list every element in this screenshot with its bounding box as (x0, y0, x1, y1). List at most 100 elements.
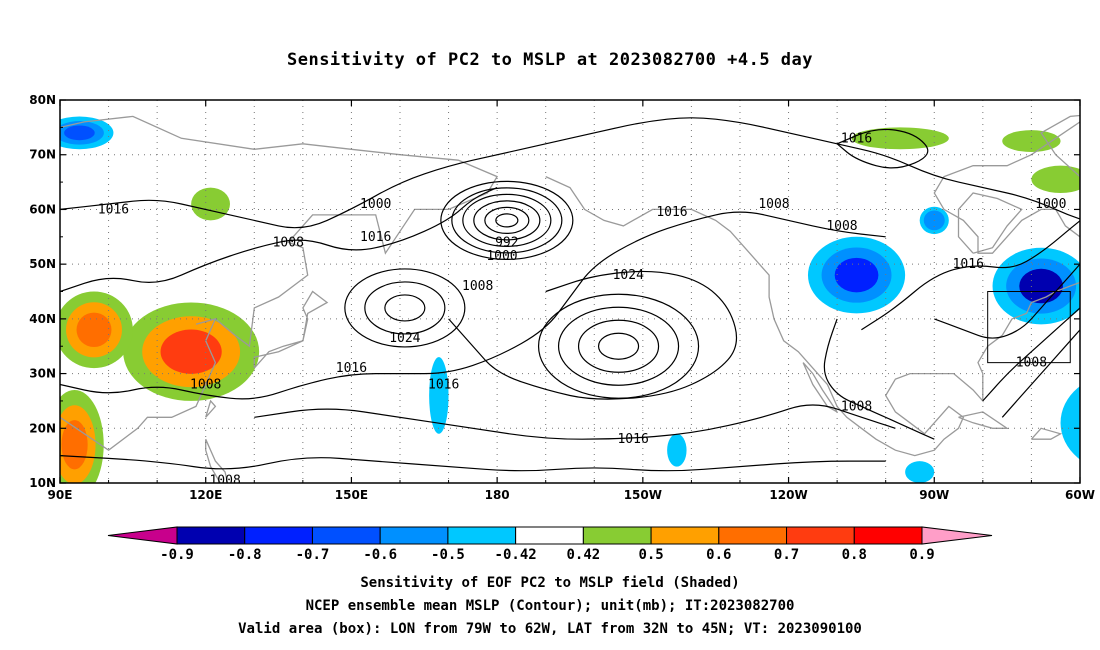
coastline (205, 438, 229, 483)
isobar (537, 293, 700, 399)
colorbar-label: -0.8 (228, 547, 262, 563)
lat-tick-label: 80N (29, 93, 56, 107)
contour-label: 1008 (190, 378, 221, 393)
shade-region-outer (429, 357, 449, 434)
contour-label: 1016 (841, 131, 872, 146)
contour-label: 1008 (209, 473, 240, 488)
isobar (364, 281, 446, 335)
contour-label: 1008 (758, 197, 789, 212)
colorbar-swatch (447, 526, 517, 545)
colorbar-swatch (176, 526, 246, 545)
shade-region-outer (1031, 165, 1080, 194)
shade-region-core (160, 329, 222, 374)
colorbar-label: -0.5 (431, 547, 465, 563)
colorbar: -0.9 -0.8 -0.7 -0.6 -0.5 -0.42 0.42 0.5 0.6 0.7 0.… (107, 526, 993, 563)
colorbar-swatch (379, 526, 449, 545)
colorbar-label: 0.5 (638, 547, 663, 563)
isobar (254, 404, 896, 440)
isobar (982, 307, 1080, 402)
isobar (861, 219, 1080, 331)
colorbar-label: 0.8 (842, 547, 867, 563)
coastline (1030, 427, 1063, 440)
valid-area-rect (987, 291, 1071, 364)
coastline (253, 290, 329, 369)
isobar (934, 263, 1080, 339)
isobar (836, 128, 929, 169)
isobar (577, 319, 660, 373)
coastline (957, 192, 1023, 254)
coastline (205, 399, 217, 418)
contour-label: 1008 (273, 235, 304, 250)
colorbar-swatch (786, 526, 855, 545)
shade-region-outer (1002, 130, 1061, 153)
lon-tick-label: 120E (189, 488, 222, 502)
lat-tick-label: 40N (29, 312, 56, 326)
shade-region-core (1019, 268, 1063, 304)
colorbar-label: -0.7 (296, 547, 330, 563)
colorbar-label: -0.6 (363, 547, 397, 563)
colorbar-swatch (311, 526, 381, 545)
colorbar-swatch (650, 526, 720, 545)
contour-label: 1008 (462, 279, 493, 294)
shade-region-outer (667, 433, 687, 467)
lat-tick-label: 60N (29, 202, 56, 216)
colorbar-label: 0.9 (909, 547, 934, 563)
isobar (557, 306, 680, 386)
isobar (440, 180, 574, 260)
shade-region-outer (1060, 386, 1080, 460)
map-title: Sensitivity of PC2 to MSLP at 2023082700… (286, 50, 813, 70)
coastlines (60, 114, 1080, 483)
lon-tick-label: 150E (335, 488, 368, 502)
isobar (597, 332, 640, 360)
contour-label: 1016 (360, 230, 391, 245)
lon-tick-label: 150W (624, 488, 662, 502)
colorbar-label: 0.7 (774, 547, 799, 563)
coastline (1040, 114, 1080, 211)
mslp-contours (60, 117, 1080, 472)
lon-tick-label: 90E (48, 488, 73, 502)
contour-label: 992 (495, 235, 518, 250)
lat-tick-label: 50N (29, 257, 56, 271)
coastline (802, 362, 838, 413)
colorbar-label: 0.42 (567, 547, 601, 563)
isobar (473, 200, 541, 241)
isobar (451, 187, 563, 254)
footer-line-3: Valid area (box): LON from 79W to 62W, L… (238, 621, 862, 637)
contour-label: 1016 (336, 361, 367, 376)
colorbar-swatch (582, 526, 652, 545)
contour-label: 1016 (617, 432, 648, 447)
contour-label: 1016 (656, 205, 687, 220)
isobar (448, 270, 738, 400)
contour-label: 1016 (98, 202, 129, 217)
lat-tick-label: 20N (29, 421, 56, 435)
colorbar-swatch (718, 526, 788, 545)
isobar (60, 211, 886, 400)
isobar (1001, 328, 1080, 418)
colorbar-label: -0.9 (160, 547, 194, 563)
contour-label: 1024 (389, 331, 420, 346)
lat-tick-label: 30N (29, 367, 56, 381)
isobar (484, 206, 530, 234)
isobar (462, 193, 552, 247)
colorbar-low-cap (107, 526, 178, 545)
colorbar-swatch (244, 526, 313, 545)
contour-label: 1008 (841, 399, 872, 414)
isobar (60, 455, 886, 472)
lon-tick-label: 180 (485, 488, 510, 502)
colorbar-label: 0.6 (706, 547, 731, 563)
contour-label: 1016 (953, 257, 984, 272)
isobar (60, 117, 1080, 229)
valid-area-box (987, 291, 1071, 364)
contour-label: 1024 (613, 268, 644, 283)
shade-region-core (76, 312, 112, 348)
contour-label: 1000 (1035, 197, 1066, 212)
shade-region-core (64, 125, 95, 141)
map-frame (59, 99, 1081, 484)
shade-region-outer (905, 461, 935, 483)
lon-tick-label: 120W (769, 488, 807, 502)
shade-region-core (834, 257, 879, 293)
shade-region-outer (191, 187, 230, 221)
footer-line-2: NCEP ensemble mean MSLP (Contour); unit(… (305, 598, 795, 614)
